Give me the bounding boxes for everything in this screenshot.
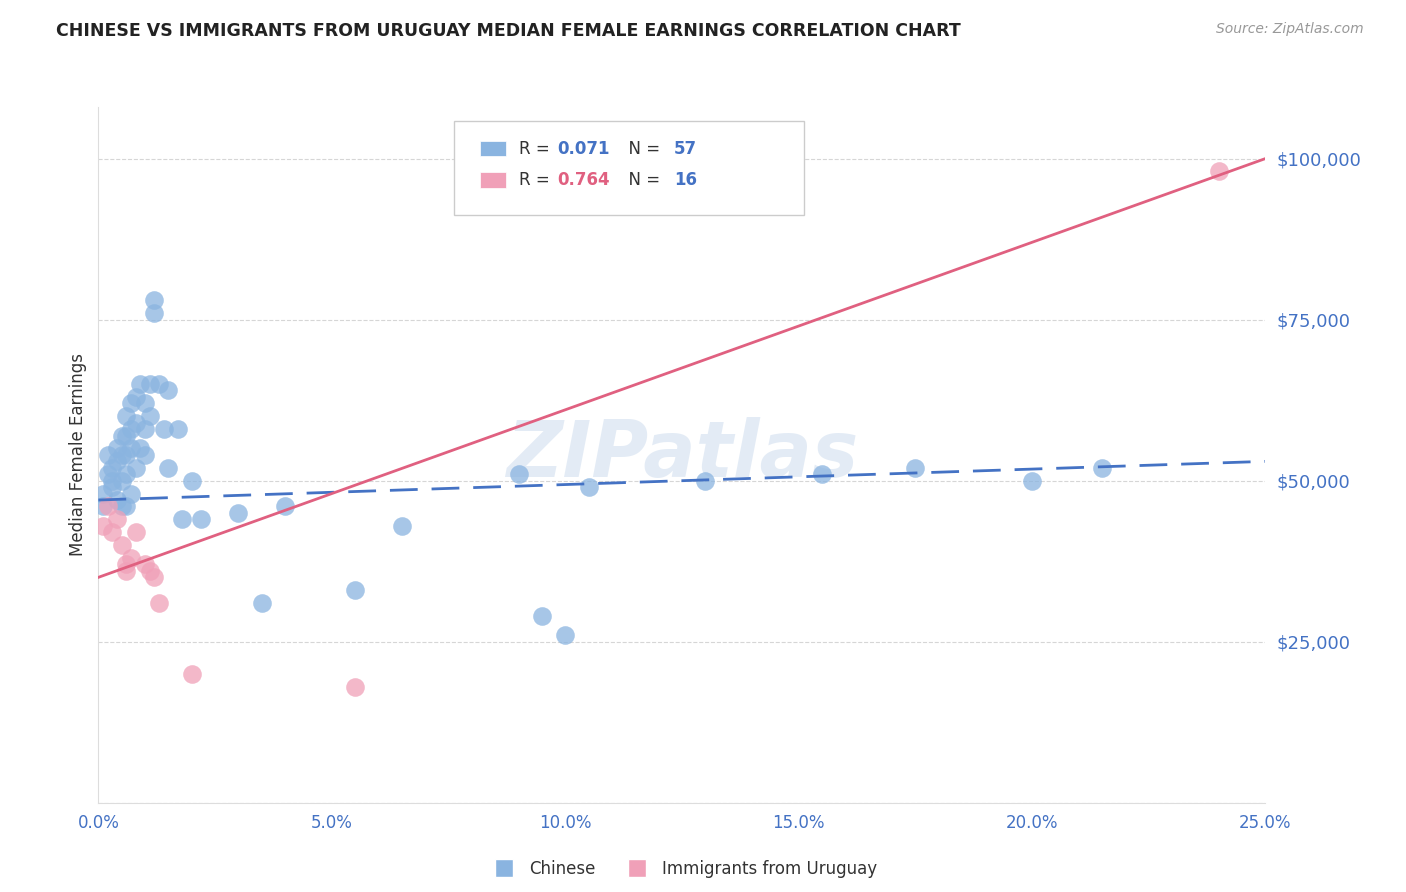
Point xyxy=(105,442,128,456)
Point xyxy=(391,518,413,533)
Point xyxy=(115,564,138,578)
Point xyxy=(97,448,120,462)
Point xyxy=(139,564,162,578)
Point xyxy=(105,493,128,508)
Point xyxy=(157,460,180,475)
Point xyxy=(143,306,166,320)
Point xyxy=(157,384,180,398)
Point xyxy=(115,409,138,424)
Point xyxy=(180,474,202,488)
Text: N =: N = xyxy=(617,171,665,189)
Point xyxy=(811,467,834,482)
Point xyxy=(115,448,138,462)
Point xyxy=(228,506,250,520)
Point xyxy=(115,558,138,572)
Text: CHINESE VS IMMIGRANTS FROM URUGUAY MEDIAN FEMALE EARNINGS CORRELATION CHART: CHINESE VS IMMIGRANTS FROM URUGUAY MEDIA… xyxy=(56,22,960,40)
Point xyxy=(115,500,138,514)
Point xyxy=(120,396,142,410)
Point xyxy=(91,500,114,514)
Point xyxy=(105,454,128,468)
Text: 0.764: 0.764 xyxy=(557,171,610,189)
Point xyxy=(134,558,156,572)
Point xyxy=(530,609,553,624)
Point xyxy=(1208,164,1230,178)
FancyBboxPatch shape xyxy=(479,141,506,156)
Point xyxy=(554,628,576,642)
Point xyxy=(152,422,174,436)
Point xyxy=(139,409,162,424)
Text: Source: ZipAtlas.com: Source: ZipAtlas.com xyxy=(1216,22,1364,37)
Point xyxy=(111,500,134,514)
Point xyxy=(143,570,166,584)
Point xyxy=(250,596,273,610)
Point xyxy=(180,667,202,681)
Point xyxy=(344,583,367,598)
Point xyxy=(904,460,927,475)
Point xyxy=(508,467,530,482)
Point xyxy=(166,422,188,436)
Point xyxy=(120,442,142,456)
Point xyxy=(134,448,156,462)
Point xyxy=(139,377,162,392)
Point xyxy=(97,467,120,482)
Point xyxy=(111,538,134,552)
Point xyxy=(134,422,156,436)
Text: R =: R = xyxy=(519,171,554,189)
Point xyxy=(101,480,124,494)
Point xyxy=(115,467,138,482)
Point xyxy=(97,500,120,514)
Point xyxy=(125,390,148,404)
Point xyxy=(129,377,152,392)
Point xyxy=(91,518,114,533)
Point xyxy=(120,486,142,500)
Text: ZIPatlas: ZIPatlas xyxy=(506,417,858,493)
Point xyxy=(578,480,600,494)
Point xyxy=(111,448,134,462)
FancyBboxPatch shape xyxy=(454,121,804,215)
Y-axis label: Median Female Earnings: Median Female Earnings xyxy=(69,353,87,557)
Point xyxy=(101,474,124,488)
Point xyxy=(125,525,148,540)
Point xyxy=(120,551,142,566)
Point xyxy=(274,500,297,514)
Point xyxy=(134,396,156,410)
Point xyxy=(125,460,148,475)
Text: 16: 16 xyxy=(673,171,697,189)
Point xyxy=(344,680,367,694)
Text: N =: N = xyxy=(617,140,665,158)
Point xyxy=(111,474,134,488)
Point xyxy=(1021,474,1043,488)
Point xyxy=(143,293,166,308)
Text: 0.071: 0.071 xyxy=(557,140,610,158)
Point xyxy=(101,460,124,475)
Point xyxy=(105,512,128,526)
Point xyxy=(101,525,124,540)
Point xyxy=(120,422,142,436)
Point xyxy=(129,442,152,456)
Legend: Chinese, Immigrants from Uruguay: Chinese, Immigrants from Uruguay xyxy=(481,854,883,885)
Point xyxy=(115,428,138,442)
Point xyxy=(172,512,194,526)
Point xyxy=(190,512,212,526)
Point xyxy=(111,428,134,442)
Text: 57: 57 xyxy=(673,140,697,158)
Point xyxy=(148,377,170,392)
Text: R =: R = xyxy=(519,140,554,158)
Point xyxy=(148,596,170,610)
FancyBboxPatch shape xyxy=(479,172,506,187)
Point xyxy=(1091,460,1114,475)
Point xyxy=(91,486,114,500)
Point xyxy=(695,474,717,488)
Point xyxy=(125,416,148,430)
